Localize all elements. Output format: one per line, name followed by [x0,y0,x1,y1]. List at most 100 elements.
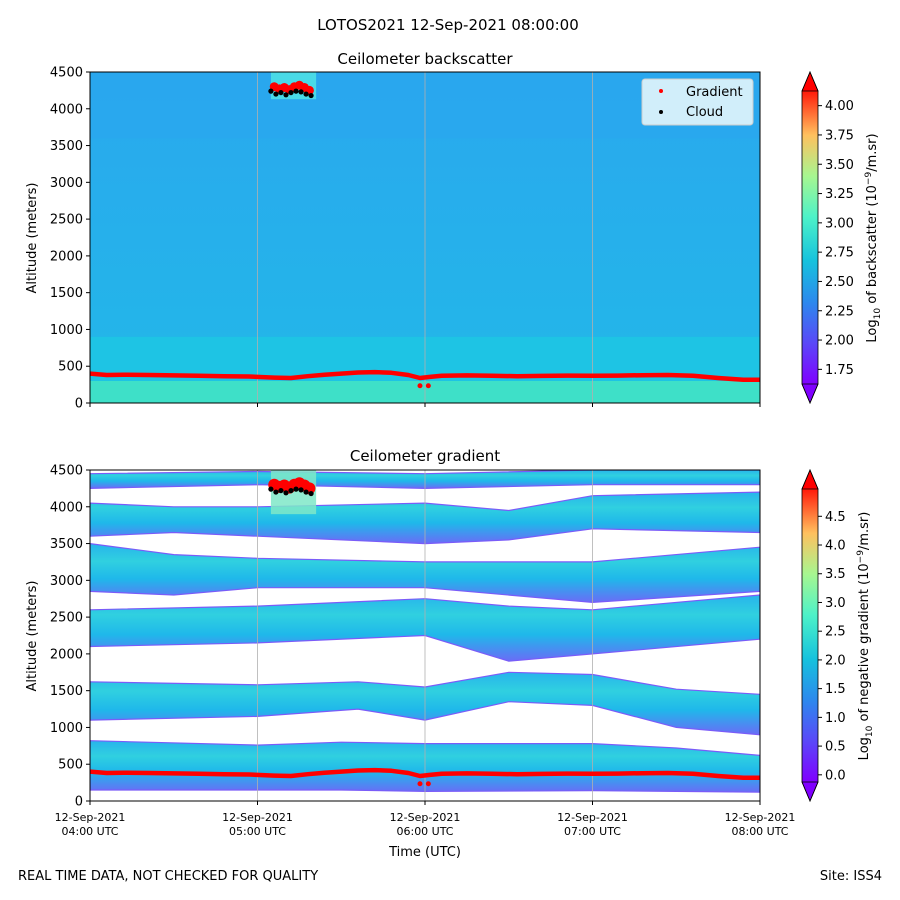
y-tick-label: 1500 [50,286,83,301]
y-tick-label: 3500 [50,537,83,552]
footer-disclaimer: REAL TIME DATA, NOT CHECKED FOR QUALITY [18,869,319,884]
footer-site: Site: ISS4 [819,869,882,884]
backscatter-markers [90,80,760,389]
gradient-point [425,781,431,787]
cloud-point [273,489,279,495]
cloud-point [298,487,304,493]
cloud-point [273,91,279,97]
cloud-point [303,489,309,495]
colorbar-tick-label: 2.00 [825,334,854,349]
cloud-point [278,487,284,494]
gradient-markers [90,477,760,787]
gradient-colorbar: 0.0 0.5 1.0 1.5 2.0 2.5 3.0 3.5 4.0 4.5 [801,468,846,803]
backscatter-ylabel: Altitude (meters) [25,183,40,294]
x-tick-label: 05:00 UTC [229,825,286,838]
colorbar-tick-label: 4.0 [825,539,846,554]
x-tick-label: 12-Sep-2021 [390,811,461,824]
gradient-panel: Ceilometer gradient 0 500 1000 1500 2000 2500… [25,447,875,860]
colorbar-tick-label: 3.50 [825,158,854,173]
gradient-ylabel: Altitude (meters) [25,581,40,692]
colorbar-outline [801,468,819,803]
x-tick-label: 06:00 UTC [396,825,453,838]
colorbar-gradient [802,91,818,384]
x-tick-label: 07:00 UTC [564,825,621,838]
x-tick-label: 12-Sep-2021 [725,811,796,824]
colorbar-tick-label: 2.75 [825,246,854,261]
gradient-gridlines [257,470,593,801]
legend-cloud-marker [659,110,663,114]
cloud-point [268,88,274,94]
y-tick-label: 0 [75,397,83,412]
gradient-point [417,781,423,787]
cloud-point [298,89,304,95]
colorbar-extend-min [801,781,819,803]
cloud-point [288,487,294,494]
cloud-point [278,89,284,96]
y-tick-label: 4500 [50,464,83,479]
gradient-plot-area [90,470,760,801]
colorbar-tick-label: 3.25 [825,187,854,202]
colorbar-tick-label: 4.5 [825,510,846,525]
y-tick-label: 4000 [50,102,83,117]
y-tick-label: 3500 [50,139,83,154]
x-tick-label: 08:00 UTC [731,825,788,838]
y-tick-label: 2000 [50,647,83,662]
x-tick-label: 04:00 UTC [61,825,118,838]
gradient-title: Ceilometer gradient [350,447,500,465]
colorbar-tick-label: 3.75 [825,128,854,143]
colorbar-tick-label: 3.00 [825,216,854,231]
x-tick-label: 12-Sep-2021 [222,811,293,824]
cloud-point [283,490,289,496]
legend-gradient-marker [659,89,663,93]
cloud-point [293,486,299,492]
gradient-series-line [90,767,760,781]
legend-box [641,78,754,126]
cloud-point [293,88,299,94]
colorbar-tick-label: 3.0 [825,596,846,611]
y-tick-label: 3000 [50,176,83,191]
colorbar-tick-label: 1.0 [825,711,846,726]
gradient-series-line [90,369,760,383]
cloud-point [308,490,314,497]
x-tick-label: 12-Sep-2021 [557,811,628,824]
x-tick-label: 12-Sep-2021 [55,811,126,824]
y-tick-label: 3000 [50,574,83,589]
colorbar-tick-label: 1.5 [825,682,846,697]
colorbar-tick-label: 0.0 [825,768,846,783]
colorbar-tick-label: 3.5 [825,567,846,582]
y-tick-label: 500 [58,360,83,375]
gradient-colorbar-label: Log10 of negative gradient (10−9/m.sr) [856,512,875,761]
legend-cloud-label: Cloud [686,105,723,120]
legend-gradient-label: Gradient [686,85,743,100]
figure-title: LOTOS2021 12-Sep-2021 08:00:00 [317,16,579,34]
cloud-point [283,92,289,98]
cloud-point [308,92,314,99]
y-tick-label: 1000 [50,721,83,736]
y-tick-label: 4000 [50,500,83,515]
colorbar-tick-label: 1.75 [825,363,854,378]
gradient-xlabel: Time (UTC) [388,845,461,860]
colorbar-gradient [802,489,818,782]
colorbar-extend-max [801,70,819,92]
legend: Gradient Cloud [641,78,754,126]
colorbar-extend-max [801,468,819,490]
y-tick-label: 4500 [50,66,83,81]
colorbar-outline [801,70,819,405]
cloud-point [303,91,309,97]
gradient-y-ticks: 0 500 1000 1500 2000 2500 3000 3500 4000 4500 [50,464,90,810]
gradient-point [417,383,423,389]
backscatter-colorbar: 1.75 2.00 2.25 2.50 2.75 3.00 3.25 3.50 3.75 4.00 [801,70,854,405]
y-tick-label: 2500 [50,213,83,228]
colorbar-tick-label: 2.50 [825,275,854,290]
y-tick-label: 2500 [50,611,83,626]
cloud-point [268,486,274,492]
backscatter-colorbar-label: Log10 of backscatter (10−9/m.sr) [864,133,883,342]
cloud-point [288,89,294,96]
y-tick-label: 2000 [50,249,83,264]
gradient-point [425,383,431,389]
y-tick-label: 1000 [50,323,83,338]
backscatter-panel: Ceilometer backscatter 0 500 1000 1500 2000 2… [25,50,883,412]
backscatter-y-ticks: 0 500 1000 1500 2000 2500 3000 3500 4000 4500 [50,66,90,412]
colorbar-tick-label: 2.0 [825,653,846,668]
